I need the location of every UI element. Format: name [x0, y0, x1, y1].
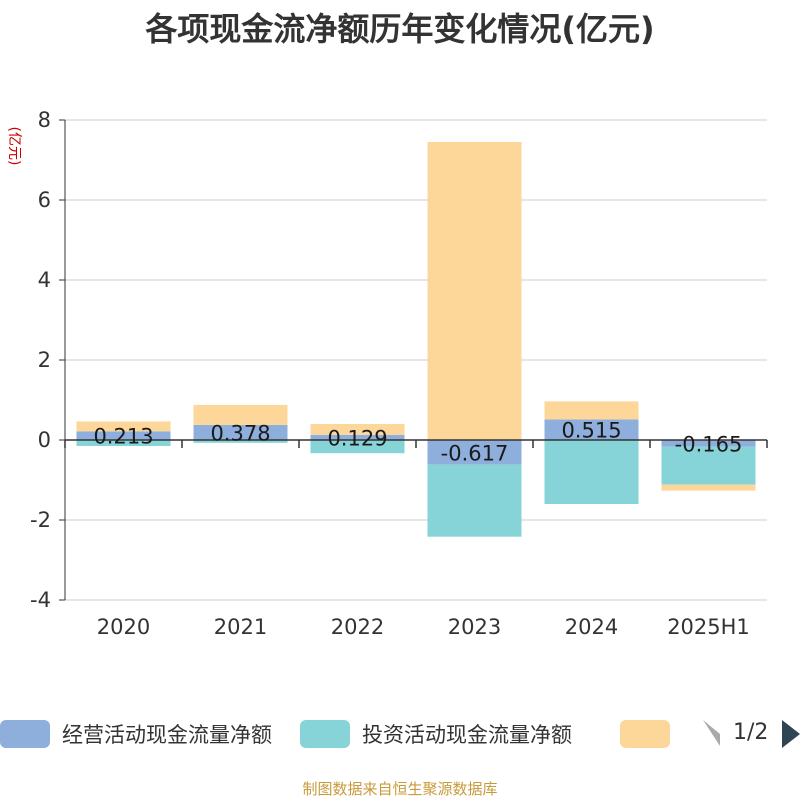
bar-1-2020	[76, 431, 171, 440]
data-label: 0.515	[561, 419, 621, 443]
bar-3-2020	[76, 421, 171, 432]
x-tick-label: 2024	[565, 615, 618, 639]
bar-1-2023	[427, 440, 522, 465]
y-tick-label: 4	[38, 268, 51, 292]
legend-swatch-1	[0, 720, 50, 748]
bar-3-2023	[427, 142, 522, 440]
bars	[76, 142, 756, 537]
chart-title: 各项现金流净额历年变化情况(亿元)	[145, 10, 655, 48]
bar-2-2023	[427, 464, 522, 537]
legend-prev-icon	[703, 720, 720, 746]
legend[interactable]: 经营活动现金流量净额 投资活动现金流量净额	[0, 720, 800, 748]
bar-2-2022	[310, 440, 405, 454]
axes: -4 -2 0 2 4 6 8 (亿元) 2020 2021 2022 2023 2024 2025H1	[6, 108, 768, 639]
x-tick-label: 2023	[448, 615, 501, 639]
bar-1-2022	[310, 434, 405, 440]
y-tick-label: 8	[38, 108, 51, 132]
x-tick-label: 2022	[331, 615, 384, 639]
x-tick-label: 2021	[214, 615, 267, 639]
y-tick-label: -4	[30, 588, 51, 612]
bar-3-2022	[310, 424, 405, 435]
data-label: 0.378	[210, 421, 270, 445]
y-tick-label: -2	[30, 508, 51, 532]
bar-1-2024	[544, 419, 639, 440]
legend-label-1: 经营活动现金流量净额	[62, 723, 272, 747]
y-tick-label: 6	[38, 188, 51, 212]
legend-next-icon	[782, 720, 800, 748]
bar-1-2021	[193, 424, 288, 440]
bar-3-2024	[544, 401, 639, 420]
source-note: 制图数据来自恒生聚源数据库	[302, 780, 498, 798]
legend-label-2: 投资活动现金流量净额	[362, 723, 572, 747]
data-label: 0.129	[327, 426, 387, 450]
data-label: 0.213	[93, 425, 153, 449]
legend-swatch-3	[620, 720, 670, 748]
bar-2-2020	[76, 440, 171, 446]
data-labels: 0.213 0.378 0.129 -0.617 0.515 -0.165	[93, 419, 742, 466]
data-label: -0.617	[441, 441, 509, 465]
legend-page-indicator: 1/2	[733, 720, 769, 745]
data-label: -0.165	[675, 432, 743, 456]
bar-2-2021	[193, 440, 288, 443]
bar-2-2025H1	[661, 446, 756, 485]
bar-3-2021	[193, 404, 288, 425]
y-axis-label: (亿元)	[6, 127, 22, 166]
legend-swatch-2	[300, 720, 350, 748]
bar-2-2024	[544, 440, 639, 504]
y-tick-label: 2	[38, 348, 51, 372]
x-tick-label: 2025H1	[667, 615, 750, 639]
bar-1-2025H1	[661, 440, 756, 447]
x-tick-label: 2020	[97, 615, 150, 639]
bar-3-2025H1	[661, 484, 756, 491]
grid-lines	[65, 119, 767, 601]
y-tick-label: 0	[38, 428, 51, 452]
